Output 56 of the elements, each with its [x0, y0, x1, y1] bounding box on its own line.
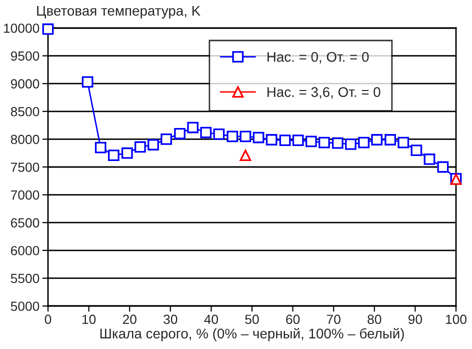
point — [266, 134, 278, 146]
x-tick-label: 40 — [204, 314, 218, 324]
point — [371, 134, 383, 146]
x-tick-label: 50 — [245, 314, 259, 324]
x-tick-label: 100 — [446, 314, 466, 324]
point — [240, 130, 252, 142]
point — [200, 126, 212, 138]
point — [134, 141, 146, 153]
y-tick-label: 7500 — [10, 162, 40, 172]
point — [252, 132, 264, 144]
point — [398, 136, 410, 148]
y-tick-label: 8000 — [10, 134, 40, 144]
x-tick-label: 20 — [122, 314, 136, 324]
legend-label: Нас. = 3,6, От. = 0 — [268, 87, 380, 99]
point — [279, 134, 291, 146]
point — [160, 134, 172, 145]
point — [121, 147, 133, 159]
x-tick-label: 10 — [82, 314, 96, 324]
y-tick-label: 6500 — [10, 218, 40, 228]
point — [94, 142, 106, 154]
point — [148, 139, 159, 150]
point — [424, 154, 436, 165]
x-axis-title: Шкала серого, % (0% – черный, 100% – белый) — [100, 328, 404, 342]
point — [384, 134, 396, 146]
x-tick-label: 90 — [408, 314, 422, 324]
y-tick-label: 6000 — [10, 246, 40, 256]
y-tick-label: 5000 — [10, 302, 40, 311]
x-tick-label: 30 — [164, 314, 178, 324]
point — [226, 130, 238, 142]
y-tick-label: 5500 — [10, 274, 40, 284]
point — [437, 161, 449, 173]
y-tick-label: 10000 — [4, 24, 40, 33]
point — [358, 136, 370, 148]
point — [42, 23, 54, 35]
point — [305, 136, 317, 148]
point — [213, 128, 225, 140]
point — [332, 137, 344, 149]
x-tick-label: 60 — [286, 314, 300, 324]
y-tick-label: 7000 — [10, 190, 40, 200]
y-tick-label: 9000 — [10, 79, 40, 89]
point — [187, 122, 199, 134]
point — [410, 144, 422, 156]
point — [240, 150, 252, 162]
x-tick-label: 70 — [326, 314, 340, 324]
chart-title: Цветовая температура, K — [37, 6, 200, 18]
point — [345, 138, 356, 150]
point — [292, 134, 304, 146]
legend-label: Нас. = 0, От. = 0 — [268, 52, 369, 64]
point — [318, 136, 330, 148]
y-tick-label: 9500 — [10, 51, 40, 61]
x-tick-label: 0 — [44, 314, 52, 324]
point — [174, 128, 186, 140]
point — [108, 150, 120, 162]
x-tick-label: 80 — [368, 314, 382, 324]
y-tick-label: 8500 — [10, 106, 40, 116]
point — [82, 76, 94, 88]
